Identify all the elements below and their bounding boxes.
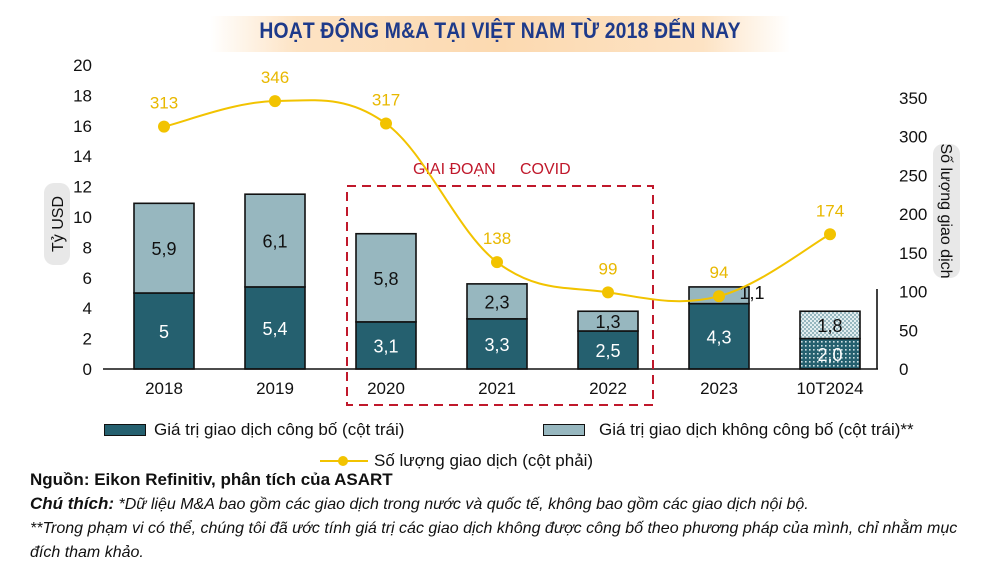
legend-item-disclosed: Giá trị giao dịch công bố (cột trái) [104, 420, 404, 440]
legend-label-undisclosed: Giá trị giao dịch không công bố (cột trá… [599, 420, 914, 439]
legend-label-disclosed: Giá trị giao dịch công bố (cột trái) [154, 420, 405, 439]
bar-value-label: 5,9 [151, 239, 176, 259]
tick-label: 18 [73, 86, 92, 105]
tick-label: 12 [73, 178, 92, 197]
tick-label: 2 [83, 330, 92, 349]
legend-label-count: Số lượng giao dịch (cột phải) [374, 451, 594, 470]
disclosed-swatch [104, 424, 146, 436]
legend-item-count: Số lượng giao dịch (cột phải) [320, 451, 593, 471]
tick-label: 150 [899, 244, 927, 263]
bar-value-label: 3,3 [484, 335, 509, 355]
tick-label: 14 [73, 147, 92, 166]
covid-label-2: COVID [520, 161, 571, 178]
bar-undisclosed [355, 232, 417, 323]
note-1: *Dữ liệu M&A bao gồm các giao dịch trong… [114, 496, 809, 513]
line-series: 313 346 317 138 99 94 174 [150, 68, 844, 303]
bar-undisclosed [133, 202, 195, 294]
tick-label: 50 [899, 321, 918, 340]
tick-label: 4 [83, 299, 92, 318]
note-label: Chú thích: [30, 494, 115, 513]
x-tick-label: 2019 [256, 379, 294, 398]
count-value-label: 317 [372, 91, 400, 110]
x-tick-label: 2022 [589, 379, 627, 398]
tick-label: 6 [83, 269, 92, 288]
left-axis-ticks: 0 2 4 6 8 10 12 14 16 18 20 [73, 56, 92, 379]
covid-label-1: GIAI ĐOẠN [413, 161, 496, 178]
title-band [210, 16, 790, 52]
x-tick-label: 2020 [367, 379, 405, 398]
count-point [491, 256, 503, 269]
legend-item-undisclosed: Giá trị giao dịch không công bố (cột trá… [543, 420, 914, 440]
source-text: Nguồn: Eikon Refinitiv, phân tích của AS… [30, 470, 393, 489]
count-value-label: 174 [816, 201, 844, 220]
tick-label: 200 [899, 205, 927, 224]
bar-value-label: 1,8 [817, 316, 842, 336]
bar-value-label: 3,1 [373, 336, 398, 356]
count-point [713, 290, 725, 303]
covid-period-box [346, 185, 654, 406]
count-point [380, 117, 392, 130]
tick-label: 10 [73, 208, 92, 227]
note-line-1: Chú thích: *Dữ liệu M&A bao gồm các giao… [30, 492, 990, 517]
svg-text:Tỷ USD: Tỷ USD [50, 196, 67, 252]
tick-label: 300 [899, 128, 927, 147]
bar-value-label: 5,8 [373, 269, 398, 289]
count-point [824, 228, 836, 241]
count-value-label: 313 [150, 94, 178, 113]
tick-label: 16 [73, 117, 92, 136]
tick-label: 8 [83, 238, 92, 257]
bar-disclosed [799, 337, 861, 370]
count-value-label: 99 [599, 259, 618, 278]
count-value-label: 94 [710, 263, 729, 282]
tick-label: 0 [899, 360, 908, 379]
bar-undisclosed [799, 310, 861, 340]
line-marker-icon [320, 455, 368, 467]
tick-label: 0 [83, 360, 92, 379]
count-point [269, 95, 281, 108]
undisclosed-swatch [543, 424, 585, 436]
x-tick-label: 2023 [700, 379, 738, 398]
note-2: **Trong phạm vi có thể, chúng tôi đã ước… [30, 520, 958, 561]
right-axis-title: Số lượng giao dịch [933, 143, 960, 279]
bar-undisclosed [577, 310, 639, 332]
bar-value-label: 5,4 [262, 319, 287, 339]
count-point [602, 286, 614, 299]
footnotes: Nguồn: Eikon Refinitiv, phân tích của AS… [30, 468, 990, 565]
left-axis-title: Tỷ USD [44, 183, 70, 265]
bar-value-label: 1,3 [595, 312, 620, 332]
bar-value-label: 1,1 [739, 283, 764, 303]
x-tick-label: 10T2024 [796, 379, 863, 398]
chart-title: HOẠT ĐỘNG M&A TẠI VIỆT NAM TỪ 2018 ĐẾN N… [259, 18, 741, 43]
count-point [158, 120, 170, 133]
bar-disclosed [577, 330, 639, 370]
count-value-label: 138 [483, 229, 511, 248]
bar-undisclosed [466, 283, 528, 320]
bar-disclosed [466, 318, 528, 370]
tick-label: 250 [899, 166, 927, 185]
bar-disclosed [688, 302, 750, 370]
bar-value-label: 2,3 [484, 292, 509, 312]
x-tick-label: 2018 [145, 379, 183, 398]
svg-text:Số lượng giao dịch: Số lượng giao dịch [937, 143, 954, 278]
bar-series: 5 5,9 5,4 6,1 3,1 5,8 3,3 2,3 2,5 1,3 4,3 1,1 2,0 1,8 [133, 193, 861, 370]
bar-value-label: 4,3 [706, 327, 731, 347]
tick-label: 20 [73, 56, 92, 75]
bar-undisclosed [244, 193, 306, 288]
x-axis-labels: 2018 2019 2020 2021 2022 2023 10T2024 [145, 379, 863, 398]
right-axis-ticks: 0 50 100 150 200 250 300 350 [899, 89, 927, 379]
bar-value-label: 2,0 [817, 345, 842, 365]
tick-label: 100 [899, 283, 927, 302]
bar-value-label: 6,1 [262, 232, 287, 252]
bar-value-label: 2,5 [595, 341, 620, 361]
count-value-label: 346 [261, 68, 289, 87]
bar-value-label: 5 [159, 322, 169, 342]
x-tick-label: 2021 [478, 379, 516, 398]
tick-label: 350 [899, 89, 927, 108]
